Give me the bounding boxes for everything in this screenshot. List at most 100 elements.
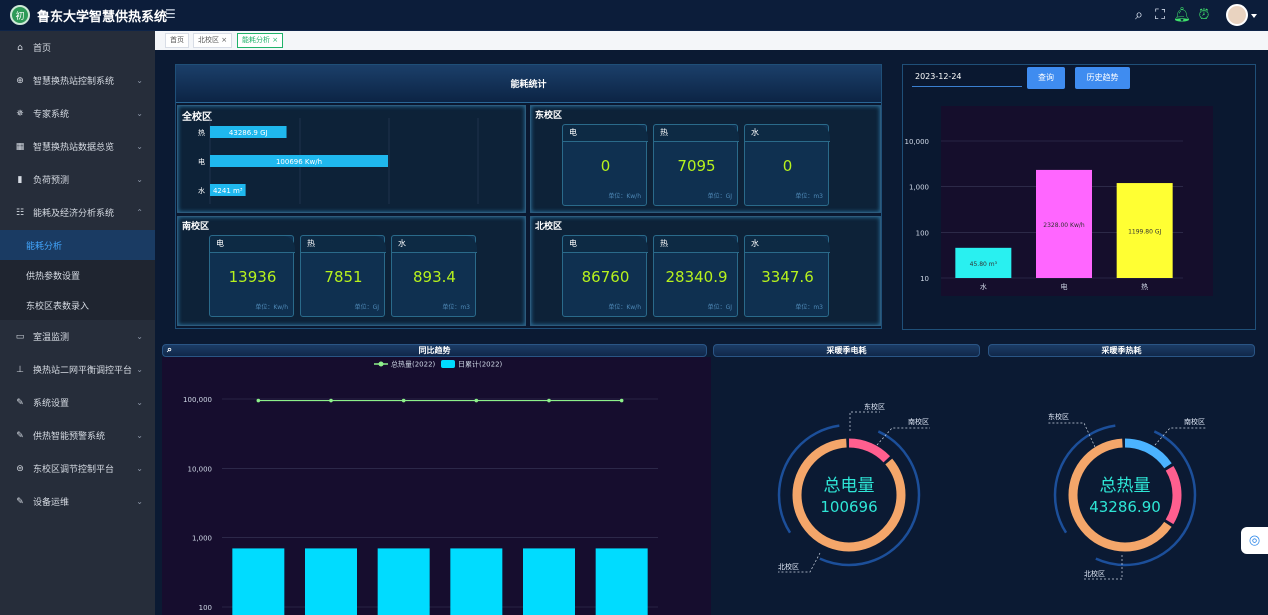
date-input[interactable]: 2023-12-24: [912, 67, 1022, 87]
grid-icon: ▦: [15, 141, 25, 152]
sidebar: ⌂ 首页 ⊕ 智慧换热站控制系统 ⌄ ✵ 专家系统 ⌄ ▦ 智慧换热站数据总览 …: [0, 31, 155, 615]
tab-label: 能耗分析: [242, 36, 270, 44]
bar: [1036, 169, 1092, 278]
tab-home[interactable]: 首页: [165, 33, 189, 48]
edit-icon: ✎: [16, 430, 24, 441]
sidebar-item-station-control[interactable]: ⊕ 智慧换热站控制系统 ⌄: [0, 64, 155, 97]
legend-label: 总热量(2022): [391, 360, 436, 369]
sidebar-item-expert[interactable]: ✵ 专家系统 ⌄: [0, 97, 155, 130]
trend-chart-panel: 总热量(2022) 日累计(2022) 100 1,000 10,000 100,000: [162, 357, 711, 615]
sidebar-item-load-forecast[interactable]: ▮ 负荷预测 ⌄: [0, 163, 155, 196]
alarm-clock-icon[interactable]: ⏰︎: [1198, 7, 1210, 23]
heat-section-title: 采暖季热耗: [988, 344, 1255, 357]
donut-slice-label: 南校区: [1184, 417, 1205, 426]
assistant-float-button[interactable]: ◎: [1241, 527, 1268, 554]
donut-slice: [792, 438, 906, 552]
quad-title: 全校区: [182, 112, 212, 123]
sidebar-item-warning[interactable]: ✎ 供热智能预警系统 ⌄: [0, 419, 155, 452]
donut-slice-label: 北校区: [778, 562, 799, 571]
sidebar-item-label: 东校区调节控制平台: [33, 465, 115, 475]
card-unit: 单位：m3: [795, 304, 823, 311]
donut-center-title: 总热量: [1100, 476, 1151, 496]
decorative-ring: [777, 423, 921, 567]
tab-energy-analysis[interactable]: 能耗分析 ×: [237, 33, 284, 48]
leader-line: [849, 411, 880, 431]
tab-north-campus[interactable]: 北校区 ×: [193, 33, 233, 48]
chevron-up-icon: ⌃: [136, 208, 143, 217]
card-label: 热: [654, 125, 739, 142]
sidebar-item-home[interactable]: ⌂ 首页: [0, 31, 155, 64]
y-tick-label: 10,000: [188, 465, 213, 473]
y-tick-label: 100: [199, 604, 212, 612]
card-value: 13936: [228, 268, 277, 286]
avatar[interactable]: [1226, 4, 1248, 26]
bar: [595, 548, 648, 615]
donut-area: 总电量 100696 东校区 南校区 北校区 总热量 43286.90 东校区 南校区 北校区: [712, 357, 1268, 615]
search-icon[interactable]: ⌕: [167, 345, 173, 355]
daily-energy-bar-chart: 10 100 1,000 10,000 45.80 m³ 水 2328.00 Kw/h 电 1…: [905, 106, 1213, 296]
sidebar-item-data-overview[interactable]: ▦ 智慧换热站数据总览 ⌄: [0, 130, 155, 163]
donut-center-title: 总电量: [824, 476, 875, 496]
sidebar-subitem-params[interactable]: 供热参数设置: [0, 260, 155, 290]
north-water-card: 水 3347.6 单位：m3: [744, 235, 830, 317]
card-unit: 单位：Kw/h: [608, 304, 641, 311]
chevron-down-icon[interactable]: [1251, 14, 1257, 18]
sidebar-item-room-temp[interactable]: ▭ 室温监测 ⌄: [0, 320, 155, 353]
sidebar-item-label: 智慧换热站控制系统: [33, 77, 115, 87]
donut-center-value: 43286.90: [1089, 498, 1161, 516]
sidebar-item-energy-analysis[interactable]: ☷ 能耗及经济分析系统 ⌃: [0, 196, 155, 229]
decorative-ring: [1053, 423, 1197, 567]
south-water-card: 水 893.4 单位：m3: [391, 235, 477, 317]
east-campus-panel: 东校区 电 0 单位：Kw/h 热 7095 单位：GJ 水 0 单位：m3: [530, 105, 881, 213]
card-value: 0: [600, 157, 611, 175]
x-tick-label: 水: [980, 282, 987, 291]
card-label: 热: [301, 236, 386, 253]
leader-line: [876, 427, 930, 446]
sidebar-item-label: 专家系统: [33, 110, 70, 120]
query-button[interactable]: 查询: [1027, 67, 1065, 89]
south-electric-card: 电 13936 单位：Kw/h: [209, 235, 295, 317]
donut-slice: [1068, 438, 1182, 552]
bar-label: 水: [198, 186, 205, 195]
network-icon: ⊥: [16, 364, 24, 375]
card-label: 电: [563, 125, 648, 142]
electric-section-title: 采暖季电耗: [713, 344, 980, 357]
sidebar-item-maintenance[interactable]: ✎ 设备运维 ⌄: [0, 485, 155, 518]
sidebar-item-east-control[interactable]: ⊜ 东校区调节控制平台 ⌄: [0, 452, 155, 485]
close-icon[interactable]: ×: [221, 36, 228, 44]
sidebar-subitem-energy[interactable]: 能耗分析: [0, 230, 155, 260]
card-value: 0: [782, 157, 793, 175]
card-label: 电: [210, 236, 295, 253]
tab-label: 北校区: [198, 36, 219, 44]
card-value: 893.4: [413, 268, 456, 286]
sidebar-item-network-balance[interactable]: ⊥ 换热站二网平衡调控平台 ⌄: [0, 353, 155, 386]
card-value: 28340.9: [665, 268, 728, 286]
y-tick-label: 1,000: [909, 184, 929, 192]
plus-circle-icon: ⊕: [16, 75, 24, 86]
card-label: 水: [392, 236, 477, 253]
y-tick-label: 100: [916, 229, 929, 237]
app-logo: 初: [10, 5, 30, 25]
history-trend-button[interactable]: 历史趋势: [1075, 67, 1130, 89]
card-unit: 单位：Kw/h: [255, 304, 288, 311]
card-unit: 单位：Kw/h: [608, 193, 641, 200]
menu-toggle-icon[interactable]: ☰: [165, 7, 176, 21]
sidebar-item-label: 负荷预测: [33, 176, 70, 186]
fullscreen-icon[interactable]: ⛶: [1155, 7, 1165, 23]
sidebar-item-settings[interactable]: ✎ 系统设置 ⌄: [0, 386, 155, 419]
trend-point: [619, 398, 624, 403]
donut-slice-label: 东校区: [1048, 412, 1069, 421]
north-electric-card: 电 86760 单位：Kw/h: [562, 235, 648, 317]
x-tick-label: 热: [1141, 282, 1148, 291]
search-icon[interactable]: ⌕: [1135, 7, 1143, 23]
bar: [1116, 183, 1173, 278]
control-icon: ⊜: [16, 463, 24, 474]
sidebar-subitem-meter-entry[interactable]: 东校区表数录入: [0, 290, 155, 320]
close-icon[interactable]: ×: [272, 36, 279, 44]
edit-icon: ✎: [16, 397, 24, 408]
card-value: 7095: [677, 157, 716, 175]
bar-value-label: 4241 m³: [213, 187, 243, 195]
bar-chart-icon: ▮: [17, 174, 23, 185]
card-value: 86760: [581, 268, 630, 286]
bell-icon[interactable]: 🔔︎: [1173, 7, 1191, 23]
